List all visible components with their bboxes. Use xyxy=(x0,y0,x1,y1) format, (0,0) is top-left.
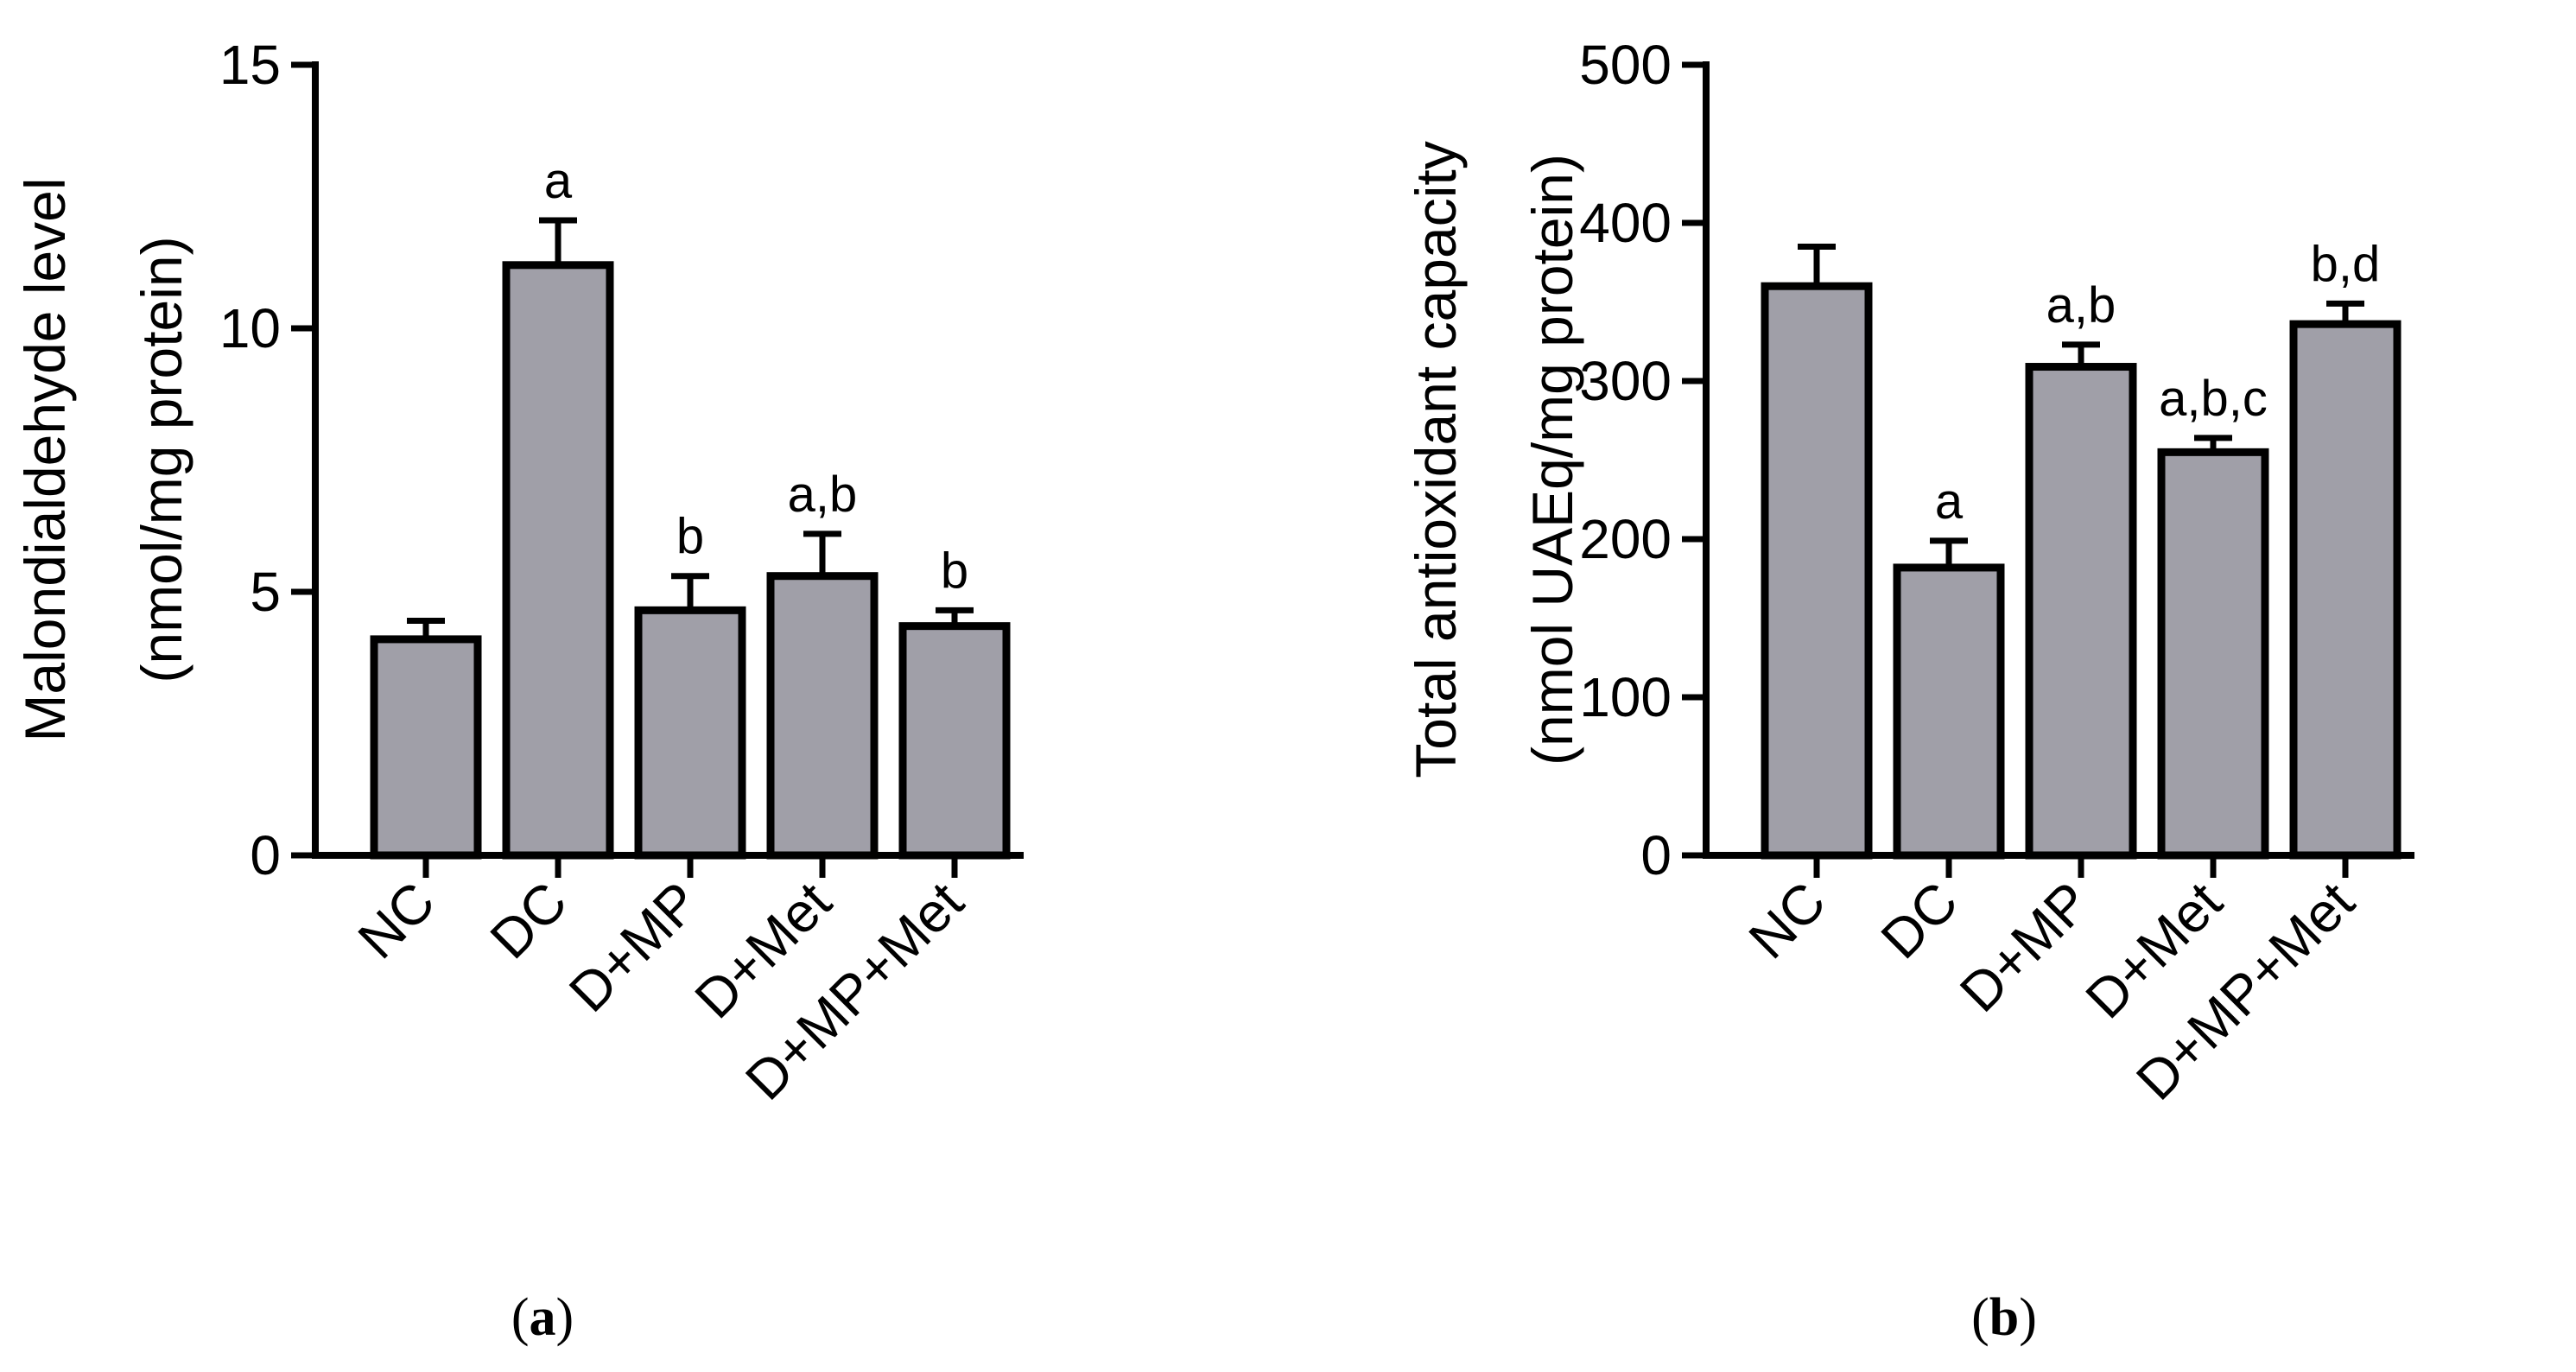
y-tick-label: 5 xyxy=(250,561,281,623)
x-tick-label: DC xyxy=(479,870,579,970)
panel-label: (a) xyxy=(511,1288,574,1347)
bar xyxy=(634,606,746,860)
significance-label: b,d xyxy=(2311,236,2381,292)
bar xyxy=(2157,448,2269,860)
y-tick-label: 100 xyxy=(1579,666,1672,728)
y-tick-label: 0 xyxy=(1640,824,1672,886)
y-tick-label: 10 xyxy=(219,297,281,359)
significance-label: a,b xyxy=(788,467,858,523)
panel-label: (b) xyxy=(1971,1288,2037,1347)
x-tick-label: NC xyxy=(346,870,447,970)
chart-panel-a: NCaDCbD+MPa,bD+MetbD+MP+Met051015Malondi… xyxy=(13,34,1024,1347)
y-axis-label: Total antioxidant capacity xyxy=(1404,141,1468,778)
bar xyxy=(502,261,614,860)
y-axis-label-units: (nmol UAEq/mg protein) xyxy=(1520,154,1584,765)
bar xyxy=(2025,363,2137,860)
bar xyxy=(1761,282,1873,860)
significance-label: a xyxy=(1935,473,1964,530)
significance-label: b xyxy=(676,509,704,565)
y-tick-label: 500 xyxy=(1579,34,1672,96)
y-tick-label: 15 xyxy=(219,34,281,96)
y-axis-label: Malondialdehyde level xyxy=(13,177,77,741)
x-tick-label: D+MP xyxy=(1948,870,2102,1024)
y-tick-label: 400 xyxy=(1579,192,1672,254)
bar xyxy=(766,572,879,860)
y-axis-label-units: (nmol/mg protein) xyxy=(130,236,194,683)
significance-label: a,b xyxy=(2046,277,2116,333)
significance-label: a xyxy=(544,153,573,209)
significance-label: a,b,c xyxy=(2159,371,2268,427)
y-tick-label: 300 xyxy=(1579,350,1672,412)
x-tick-label: NC xyxy=(1737,870,1837,970)
significance-label: b xyxy=(941,543,968,599)
x-tick-label: D+MP xyxy=(557,870,711,1024)
x-tick-label: DC xyxy=(1869,870,1970,970)
bar xyxy=(370,635,482,860)
bar xyxy=(1893,563,2005,860)
bar xyxy=(898,622,1011,860)
chart-panel-b: NCaDCa,bD+MPa,b,cD+Metb,dD+MP+Met0100200… xyxy=(1404,34,2414,1347)
bar xyxy=(2289,320,2402,860)
y-tick-label: 200 xyxy=(1579,508,1672,570)
y-tick-label: 0 xyxy=(250,824,281,886)
